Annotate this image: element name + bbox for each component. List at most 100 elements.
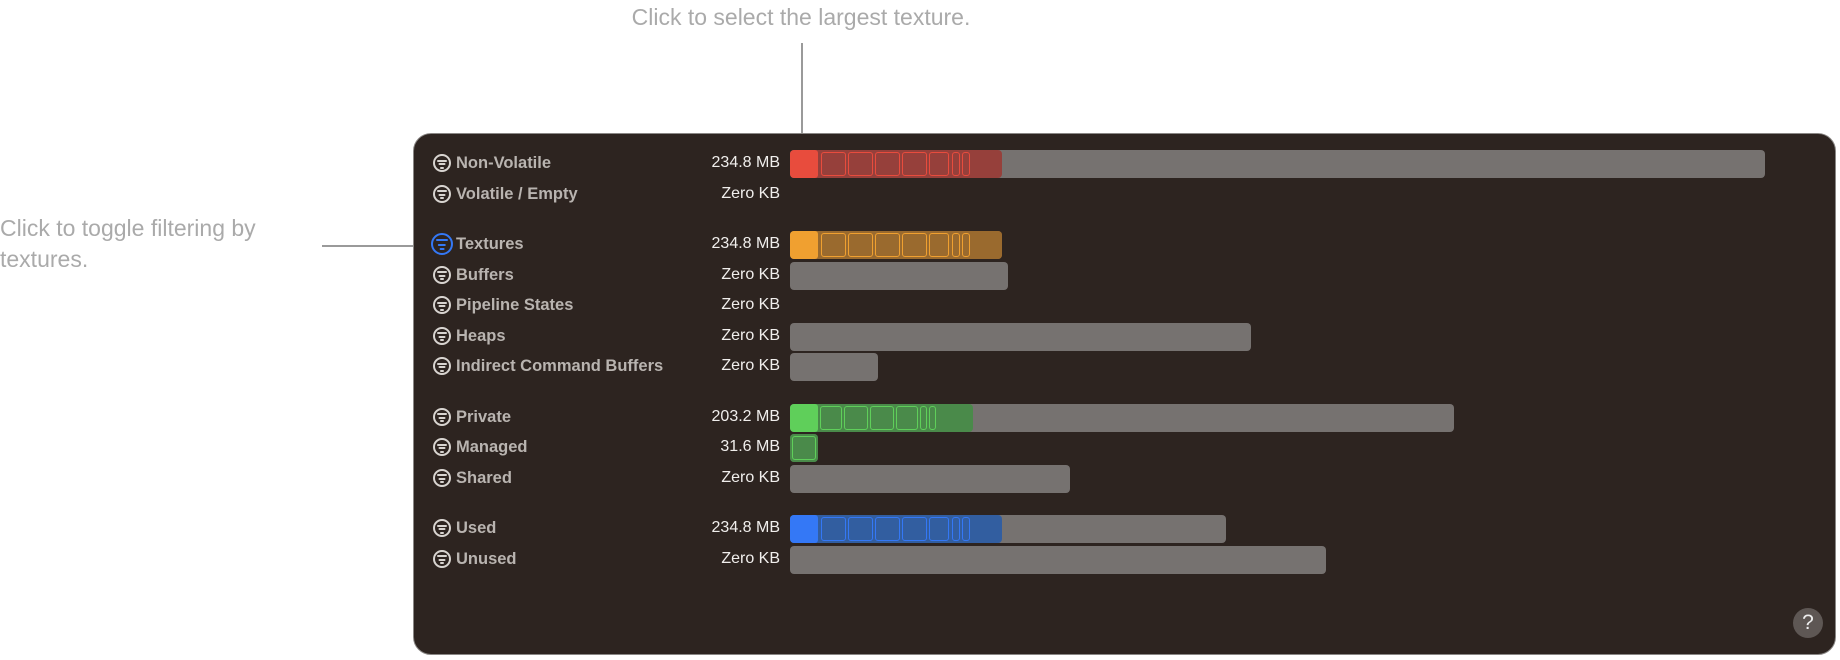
resource-segment[interactable] [929, 233, 949, 257]
resource-segment[interactable] [790, 403, 818, 432]
resource-segment[interactable] [896, 405, 918, 430]
highlight-bar[interactable] [790, 434, 819, 462]
memory-bar[interactable] [790, 150, 1765, 178]
highlight-bar[interactable] [790, 515, 1002, 543]
memory-row-buffers: Buffers Zero KB [414, 261, 1835, 292]
resource-segment[interactable] [875, 152, 900, 176]
memory-row-non-volatile: Non-Volatile 234.8 MB [414, 149, 1835, 180]
memory-bar[interactable] [790, 545, 1327, 574]
filter-icon[interactable] [433, 438, 451, 456]
row-value: Zero KB [721, 549, 780, 567]
memory-bar[interactable] [790, 515, 1226, 543]
memory-row-indirect-command-buffers: Indirect Command Buffers Zero KB [414, 352, 1835, 383]
filter-icon[interactable] [433, 357, 451, 375]
resource-segment[interactable] [875, 517, 900, 541]
resource-segment[interactable] [929, 152, 949, 176]
filter-icon[interactable] [433, 468, 451, 487]
row-value: 234.8 MB [711, 519, 780, 536]
resource-segment[interactable] [902, 517, 927, 541]
row-label: Unused [456, 549, 517, 568]
resource-segment[interactable] [821, 233, 846, 257]
resource-segment[interactable] [790, 231, 818, 259]
filter-icon[interactable] [433, 407, 451, 426]
row-label: Pipeline States [456, 296, 574, 314]
memory-row-volatile-empty: Volatile / Empty Zero KB [414, 180, 1835, 211]
resource-segment[interactable] [929, 517, 949, 541]
resource-segment[interactable] [962, 517, 970, 541]
resource-segment[interactable] [848, 517, 873, 541]
row-value: Zero KB [721, 296, 780, 313]
resource-segment[interactable] [870, 405, 894, 430]
resource-segment[interactable] [902, 152, 927, 176]
annotation-filter-textures: Click to toggle filtering by textures. [0, 215, 256, 272]
resource-segment[interactable] [952, 517, 960, 541]
row-label: Shared [456, 468, 512, 487]
resource-segment[interactable] [962, 152, 970, 176]
resource-segment[interactable] [844, 405, 868, 430]
memory-rows: Non-Volatile 234.8 MB Volatile / Empty Zero… [414, 149, 1835, 595]
row-label: Buffers [456, 265, 514, 284]
memory-panel: Non-Volatile 234.8 MB Volatile / Empty Zero… [413, 133, 1836, 655]
annotation-largest-texture: Click to select the largest texture. [631, 4, 971, 30]
row-value: Zero KB [721, 184, 780, 202]
highlight-bar[interactable] [790, 231, 1002, 259]
filter-icon[interactable] [433, 154, 451, 172]
memory-bar[interactable] [790, 353, 878, 381]
memory-bar[interactable] [790, 403, 1454, 432]
memory-bar[interactable] [790, 261, 1009, 290]
memory-row-used: Used 234.8 MB [414, 514, 1835, 545]
row-group: Non-Volatile 234.8 MB Volatile / Empty Zero… [414, 149, 1835, 210]
row-group: Used 234.8 MB Unused Zero KB [414, 514, 1835, 575]
row-value: Zero KB [721, 326, 780, 344]
row-label: Heaps [456, 326, 506, 345]
row-label: Used [456, 519, 497, 537]
resource-segment[interactable] [821, 152, 846, 176]
filter-icon[interactable] [433, 265, 451, 284]
filter-icon[interactable] [433, 326, 451, 345]
row-value: Zero KB [721, 265, 780, 283]
resource-segment[interactable] [790, 515, 818, 543]
filter-icon[interactable] [433, 296, 451, 314]
resource-segment[interactable] [790, 150, 818, 178]
resource-segment[interactable] [920, 405, 927, 430]
memory-row-heaps: Heaps Zero KB [414, 322, 1835, 353]
row-value: 234.8 MB [711, 154, 780, 171]
memory-row-managed: Managed 31.6 MB [414, 433, 1835, 464]
resource-segment[interactable] [875, 233, 900, 257]
resource-segment[interactable] [820, 405, 842, 430]
row-value: Zero KB [721, 357, 780, 374]
resource-segment[interactable] [962, 233, 970, 257]
memory-row-private: Private 203.2 MB [414, 403, 1835, 434]
filter-icon[interactable] [433, 184, 451, 203]
row-value: 234.8 MB [711, 235, 780, 252]
memory-row-textures: Textures 234.8 MB [414, 230, 1835, 261]
filter-icon[interactable] [431, 233, 453, 255]
memory-bar[interactable] [790, 231, 1002, 259]
memory-bar[interactable] [790, 464, 1070, 493]
row-label: Volatile / Empty [456, 184, 578, 203]
resource-segment[interactable] [952, 152, 960, 176]
row-group: Private 203.2 MB Managed 31.6 MB Shared Zero … [414, 403, 1835, 495]
callout-line-left [322, 245, 426, 247]
row-value: 31.6 MB [720, 438, 780, 455]
highlight-bar[interactable] [790, 403, 974, 432]
resource-segment[interactable] [929, 405, 936, 430]
highlight-bar[interactable] [790, 150, 1002, 178]
resource-segment[interactable] [902, 233, 927, 257]
row-value: 203.2 MB [711, 407, 780, 425]
resource-segment[interactable] [821, 517, 846, 541]
filter-icon[interactable] [433, 519, 451, 537]
memory-row-shared: Shared Zero KB [414, 464, 1835, 495]
resource-segment[interactable] [952, 233, 960, 257]
row-label: Non-Volatile [456, 154, 552, 172]
memory-bar[interactable] [790, 322, 1252, 351]
help-button[interactable]: ? [1793, 608, 1823, 638]
memory-bar[interactable] [790, 434, 819, 462]
row-value: Zero KB [721, 468, 780, 486]
row-label: Managed [456, 438, 528, 456]
resource-segment[interactable] [848, 233, 873, 257]
resource-segment[interactable] [848, 152, 873, 176]
filter-icon[interactable] [433, 549, 451, 568]
resource-segment[interactable] [792, 436, 816, 460]
row-label: Indirect Command Buffers [456, 357, 664, 375]
